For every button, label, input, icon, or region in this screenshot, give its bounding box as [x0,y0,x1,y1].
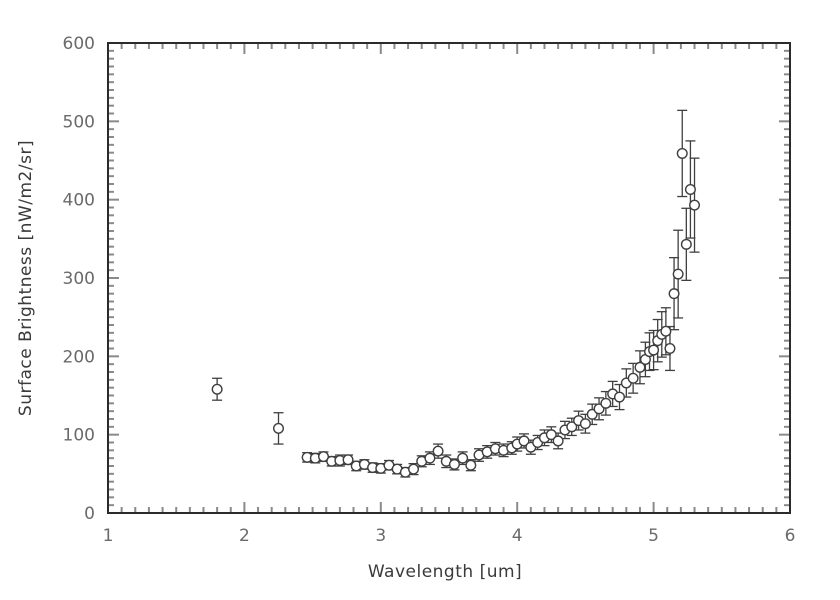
y-axis-tick-labels: 0 100 200 300 400 500 600 [63,34,95,524]
data-point-marker [648,344,660,356]
x-tick-label: 3 [375,526,386,546]
data-point-marker [684,183,696,195]
data-point-marker [273,422,285,434]
plot-frame-box [107,42,791,514]
data-point-marker [465,459,477,471]
data-point-marker [342,454,354,466]
data-point-marker [680,238,692,250]
data-point-marker [318,451,330,463]
x-tick-label: 6 [785,526,796,546]
data-point-marker [566,421,578,433]
y-tick-label: 600 [63,34,95,54]
data-point-marker [408,463,420,475]
y-tick-label: 400 [63,191,95,211]
y-tick-label: 200 [63,347,95,367]
data-point-marker [552,435,564,447]
data-point-marker [627,372,639,384]
data-point-marker [448,458,460,470]
x-tick-label: 4 [512,526,523,546]
x-tick-label: 2 [239,526,250,546]
data-point-marker [614,391,626,403]
x-tick-label: 1 [103,526,114,546]
x-axis-title: Wavelength [um] [368,562,522,582]
y-tick-label: 0 [84,504,95,524]
data-point-marker [518,435,530,447]
data-point-marker [579,418,591,430]
data-markers-layer [211,147,701,478]
data-point-marker [424,452,436,464]
data-point-marker [545,429,557,441]
y-tick-label: 500 [63,112,95,132]
x-tick-label: 5 [648,526,659,546]
y-axis-title: Surface Brightness [nW/m2/sr] [16,140,36,416]
data-point-marker [432,445,444,457]
data-point-marker [600,397,612,409]
data-point-marker [211,383,223,395]
data-point-marker [668,288,680,300]
data-point-marker [672,268,684,280]
data-point-marker [634,361,646,373]
y-tick-label: 100 [63,426,95,446]
x-axis-tick-labels: 1 2 3 4 5 6 [103,526,796,546]
data-point-marker [676,147,688,159]
data-point-marker [664,343,676,355]
data-point-marker [660,325,672,337]
y-tick-label: 300 [63,269,95,289]
data-point-marker [689,199,701,211]
data-point-marker [457,452,469,464]
